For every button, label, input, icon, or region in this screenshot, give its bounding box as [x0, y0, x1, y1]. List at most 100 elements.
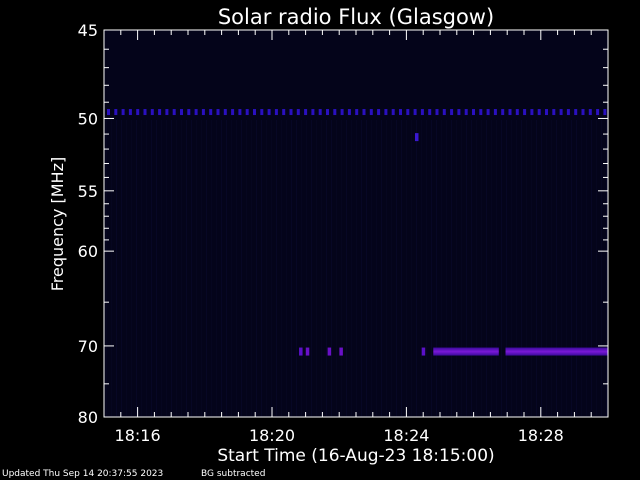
- texture-column: [291, 120, 292, 417]
- emission-spot: [327, 347, 332, 356]
- texture-column: [381, 120, 382, 417]
- texture-column: [351, 120, 352, 417]
- emission-dot: [340, 109, 344, 116]
- emission-dot: [150, 109, 154, 116]
- texture-column: [441, 120, 442, 417]
- emission-dot: [128, 109, 132, 116]
- texture-column: [601, 120, 602, 417]
- emission-dot: [479, 109, 483, 116]
- emission-dotted-band: [107, 109, 607, 116]
- texture-column: [281, 120, 282, 417]
- emission-dot: [399, 109, 402, 116]
- emission-dot: [523, 109, 527, 116]
- texture-column: [156, 120, 157, 417]
- texture-column: [566, 120, 567, 417]
- texture-column: [571, 120, 572, 417]
- texture-column: [456, 120, 457, 417]
- emission-dot: [413, 109, 417, 116]
- texture-column: [286, 120, 287, 417]
- texture-column: [576, 120, 577, 417]
- texture-column: [121, 120, 122, 417]
- x-tick-label: 18:24: [383, 426, 429, 445]
- emission-spot: [299, 347, 303, 356]
- emission-dot: [588, 109, 592, 116]
- emission-dot: [165, 109, 169, 116]
- emission-dot: [238, 109, 242, 116]
- emission-spot: [421, 347, 426, 356]
- texture-column: [316, 120, 317, 417]
- y-tick-label: 70: [78, 337, 98, 356]
- emission-dot: [245, 109, 249, 116]
- x-axis-label: Start Time (16-Aug-23 18:15:00): [217, 446, 494, 466]
- emission-dot: [260, 109, 264, 116]
- emission-dot: [143, 109, 147, 116]
- emission-dot: [486, 109, 490, 116]
- emission-dot: [282, 109, 286, 116]
- texture-column: [136, 120, 137, 417]
- emission-dot: [472, 109, 475, 116]
- texture-column: [471, 120, 472, 417]
- emission-marks: [107, 109, 608, 356]
- texture-column: [496, 120, 497, 417]
- texture-column: [226, 120, 227, 417]
- texture-column: [411, 120, 412, 417]
- texture-column: [191, 120, 192, 417]
- texture-column: [251, 120, 252, 417]
- y-tick-label: 60: [78, 242, 98, 261]
- emission-dot: [107, 109, 110, 116]
- texture-column: [301, 120, 302, 417]
- emission-dot: [581, 109, 585, 116]
- emission-dot: [231, 109, 235, 116]
- texture-column: [361, 120, 362, 417]
- texture-column: [436, 120, 437, 417]
- emission-band: [433, 347, 499, 356]
- texture-column: [356, 120, 357, 417]
- texture-column: [236, 120, 237, 417]
- texture-column: [541, 120, 542, 417]
- texture-column: [551, 120, 552, 417]
- y-tick-label: 50: [78, 109, 98, 128]
- emission-dot: [274, 109, 278, 116]
- texture-column: [211, 120, 212, 417]
- texture-column: [306, 120, 307, 417]
- emission-dot: [121, 109, 125, 116]
- texture-column: [561, 120, 562, 417]
- texture-column: [311, 120, 312, 417]
- emission-dot: [501, 109, 505, 116]
- y-tick-label: 80: [78, 408, 98, 427]
- texture-column: [396, 120, 397, 417]
- texture-column: [221, 120, 222, 417]
- texture-column: [246, 120, 247, 417]
- texture-column: [111, 120, 112, 417]
- emission-dot: [566, 109, 570, 116]
- emission-dot: [180, 109, 183, 116]
- emission-dot: [530, 109, 534, 116]
- y-axis-label: Frequency [MHz]: [48, 157, 67, 291]
- emission-dot: [442, 109, 446, 116]
- texture-column: [521, 120, 522, 417]
- texture-column: [146, 120, 147, 417]
- texture-column: [401, 120, 402, 417]
- texture-column: [151, 120, 152, 417]
- emission-dot: [136, 109, 140, 116]
- background-texture: [106, 120, 607, 417]
- emission-dot: [187, 109, 191, 116]
- emission-dot: [114, 109, 118, 116]
- texture-column: [256, 120, 257, 417]
- emission-dot: [289, 109, 293, 116]
- texture-column: [371, 120, 372, 417]
- emission-dot: [464, 109, 468, 116]
- texture-column: [241, 120, 242, 417]
- emission-dot: [508, 109, 512, 116]
- emission-dot: [201, 109, 205, 116]
- background-subtracted-note: BG subtracted: [201, 469, 266, 479]
- emission-dot: [304, 109, 308, 116]
- texture-column: [586, 120, 587, 417]
- texture-column: [556, 120, 557, 417]
- texture-column: [176, 120, 177, 417]
- emission-dot: [296, 109, 300, 116]
- texture-column: [591, 120, 592, 417]
- emission-dot: [493, 109, 497, 116]
- x-tick-label: 18:28: [518, 426, 564, 445]
